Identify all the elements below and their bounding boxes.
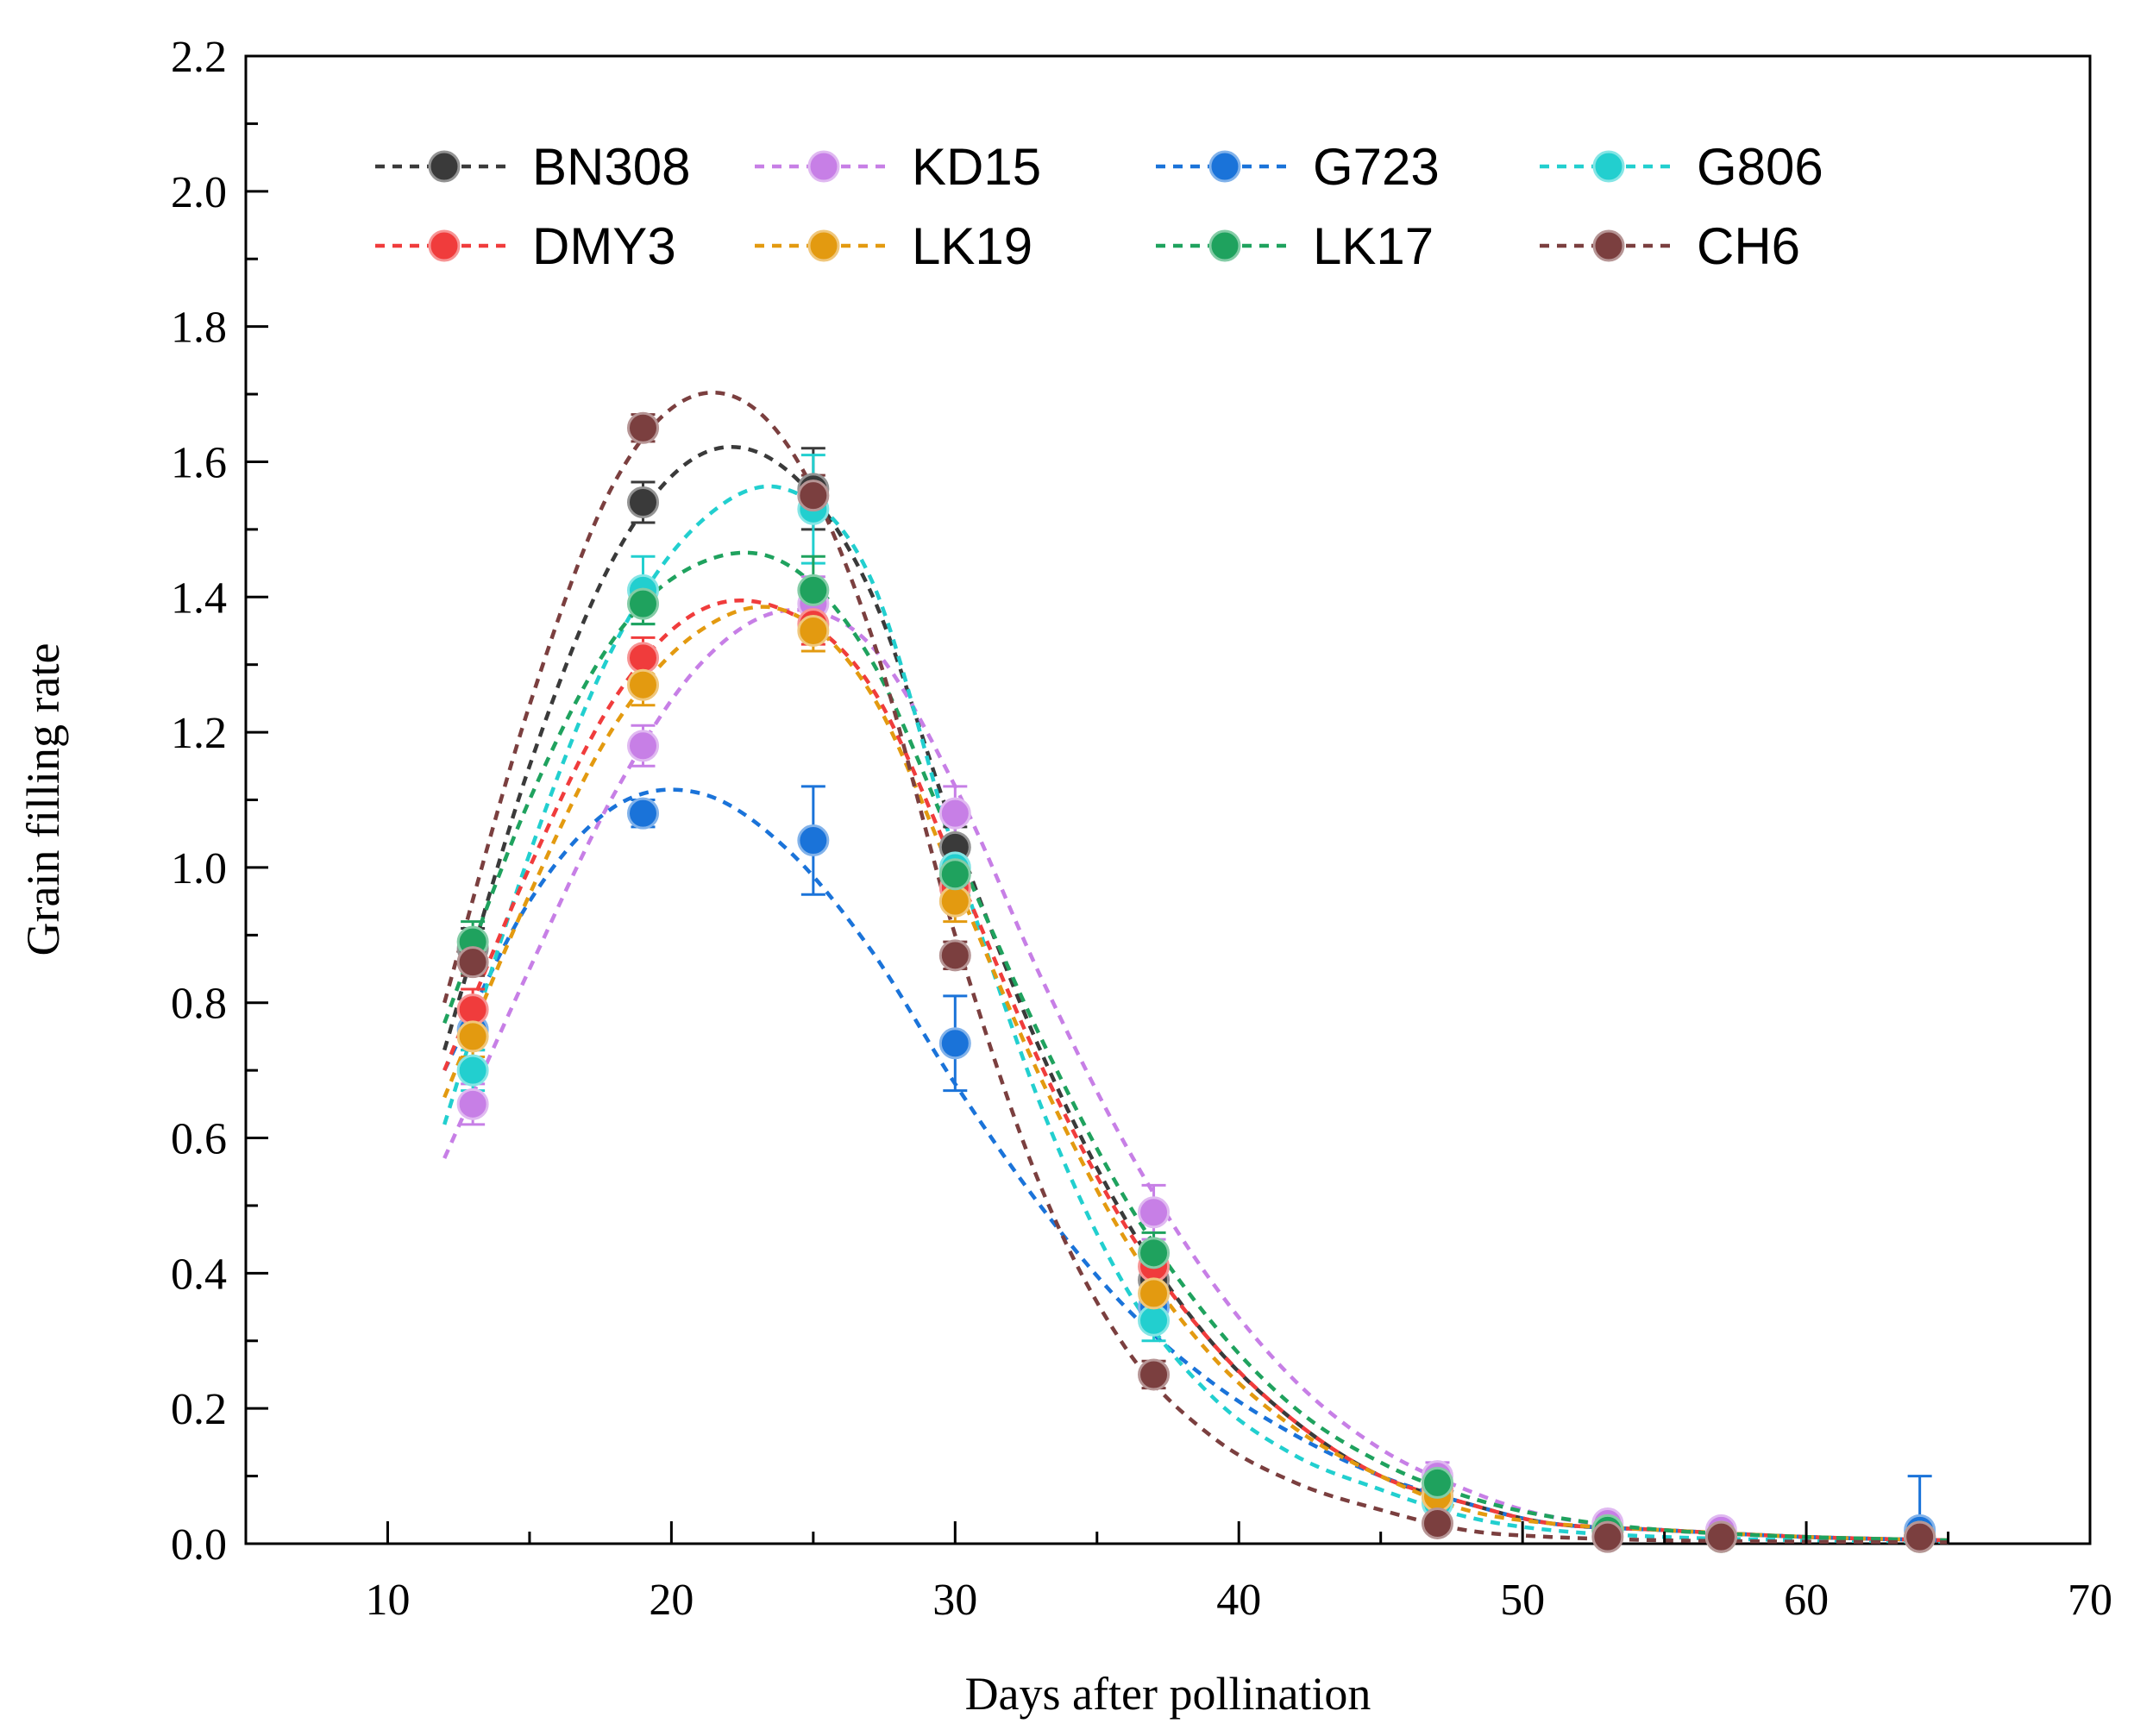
legend-marker <box>428 150 461 183</box>
point-ch6 <box>797 479 830 512</box>
point-ch6 <box>938 939 971 972</box>
point-lk17 <box>1138 1237 1171 1269</box>
point-lk19 <box>456 1020 489 1053</box>
legend-marker <box>1208 229 1241 262</box>
y-tick-label: 1.4 <box>171 573 227 623</box>
point-lk19 <box>1138 1277 1171 1310</box>
legend-label: LK17 <box>1313 217 1434 275</box>
point-lk17 <box>797 573 830 606</box>
point-ch6 <box>1138 1358 1171 1391</box>
y-tick-label: 1.6 <box>171 438 227 487</box>
point-g723 <box>938 1027 971 1060</box>
legend-item-lk17: LK17 <box>1156 217 1434 275</box>
axes: 10 20 30 40 50 60 70 0.0 0.2 0.4 0.6 0.8 1.0 1.2 1.4 1.… <box>171 33 2112 1625</box>
point-kd15 <box>1138 1196 1171 1229</box>
fit-curve-g806 <box>442 484 1949 1544</box>
point-g806 <box>1138 1304 1171 1337</box>
point-lk19 <box>626 668 659 701</box>
y-tick-label: 1.8 <box>171 304 227 353</box>
legend-marker <box>807 229 840 262</box>
fit-curve-bn308 <box>442 444 1949 1543</box>
x-tick-label: 70 <box>2068 1576 2112 1625</box>
legend-marker <box>428 229 461 262</box>
point-ch6 <box>1704 1520 1737 1553</box>
y-tick-label: 1.0 <box>171 844 227 893</box>
x-tick-label: 30 <box>932 1576 977 1625</box>
legend-marker <box>1592 150 1625 183</box>
point-lk17 <box>938 858 971 891</box>
y-tick-label: 0.6 <box>171 1115 227 1164</box>
point-lk17 <box>626 587 659 620</box>
legend-marker <box>1592 229 1625 262</box>
legend-item-ch6: CH6 <box>1540 217 1800 275</box>
fit-curve-g723 <box>442 787 1949 1543</box>
point-g806 <box>456 1054 489 1087</box>
point-ch6 <box>456 946 489 979</box>
x-tick-label: 10 <box>365 1576 410 1625</box>
data-points <box>456 411 1936 1553</box>
fit-curve-lk19 <box>442 605 1949 1543</box>
legend-label: G723 <box>1313 138 1440 196</box>
point-kd15 <box>456 1087 489 1120</box>
x-tick-label: 60 <box>1784 1576 1829 1625</box>
point-g723 <box>797 824 830 857</box>
legend-label: KD15 <box>912 138 1041 196</box>
legend-label: LK19 <box>912 217 1032 275</box>
legend-item-lk19: LK19 <box>755 217 1032 275</box>
fit-curves <box>442 390 1949 1545</box>
fit-curve-kd15 <box>442 607 1949 1543</box>
point-lk17 <box>1421 1466 1453 1499</box>
legend-item-g806: G806 <box>1540 138 1823 196</box>
y-axis-title: Grain filling rate <box>17 643 69 956</box>
legend-item-kd15: KD15 <box>755 138 1041 196</box>
point-ch6 <box>626 411 659 444</box>
point-g723 <box>626 797 659 830</box>
point-dmy3 <box>456 993 489 1026</box>
legend-label: DMY3 <box>532 217 676 275</box>
y-tick-label: 0.8 <box>171 980 227 1029</box>
x-tick-label: 50 <box>1500 1576 1545 1625</box>
legend-label: CH6 <box>1697 217 1800 275</box>
fit-curve-lk17 <box>442 550 1949 1543</box>
point-kd15 <box>626 730 659 762</box>
point-ch6 <box>1421 1507 1453 1539</box>
point-kd15 <box>938 797 971 830</box>
y-tick-label: 0.0 <box>171 1520 227 1570</box>
legend-label: BN308 <box>532 138 690 196</box>
legend-label: G806 <box>1697 138 1823 196</box>
point-lk19 <box>797 614 830 647</box>
y-tick-label: 2.2 <box>171 33 227 82</box>
legend-marker <box>807 150 840 183</box>
point-bn308 <box>626 486 659 518</box>
y-tick-label: 0.4 <box>171 1250 227 1299</box>
x-tick-label: 40 <box>1216 1576 1261 1625</box>
legend: BN308 KD15 G723 G806 DMY3 LK19 LK17 CH6 <box>375 138 1823 275</box>
x-tick-label: 20 <box>649 1576 694 1625</box>
point-lk19 <box>938 885 971 918</box>
y-tick-label: 0.2 <box>171 1385 227 1434</box>
fit-curve-ch6 <box>442 390 1949 1545</box>
y-tick-label: 2.0 <box>171 168 227 217</box>
fit-curve-dmy3 <box>442 598 1949 1543</box>
legend-item-bn308: BN308 <box>375 138 690 196</box>
point-dmy3 <box>626 642 659 674</box>
point-ch6 <box>1591 1520 1624 1553</box>
legend-item-dmy3: DMY3 <box>375 217 676 275</box>
y-tick-label: 1.2 <box>171 709 227 758</box>
point-ch6 <box>1904 1520 1936 1553</box>
error-bars <box>461 413 1932 1545</box>
x-axis-title: Days after pollination <box>965 1668 1371 1720</box>
legend-marker <box>1208 150 1241 183</box>
legend-item-g723: G723 <box>1156 138 1440 196</box>
